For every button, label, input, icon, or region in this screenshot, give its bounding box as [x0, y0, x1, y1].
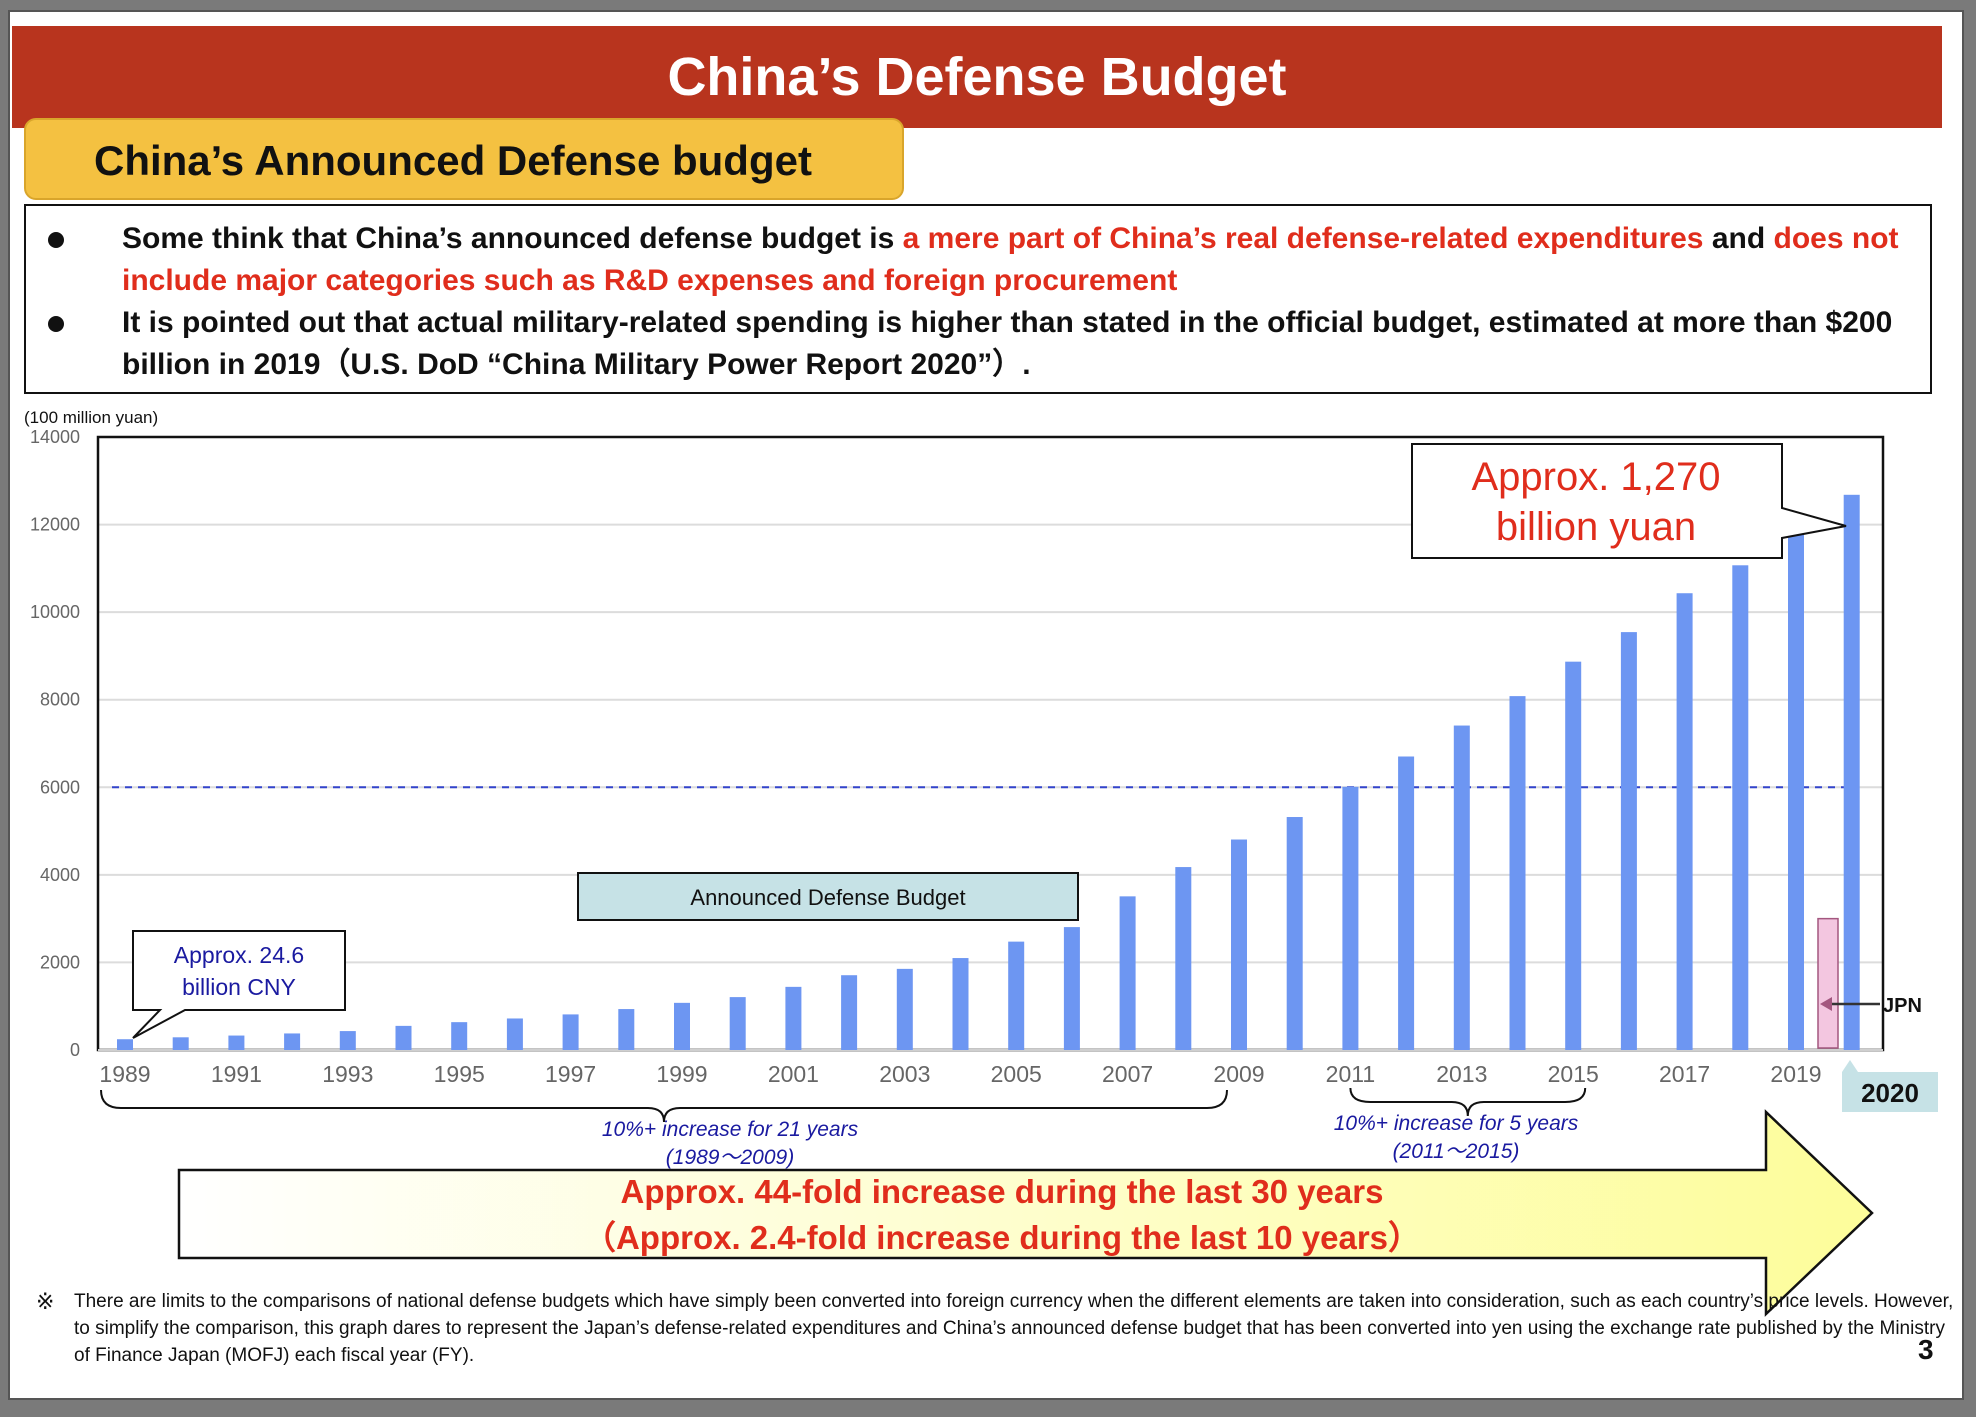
start-callout-line1: Approx. 24.6	[174, 942, 304, 968]
x-tick-label: 2017	[1659, 1061, 1710, 1087]
x-tick-label: 2005	[991, 1061, 1042, 1087]
bar-2016	[1620, 632, 1637, 1050]
bullet-item-1: Some think that China’s announced defens…	[48, 218, 1910, 302]
bar-2005	[1008, 941, 1025, 1050]
bar-1997	[562, 1014, 579, 1050]
end-callout-line2: billion yuan	[1496, 505, 1696, 549]
bar-2010	[1286, 817, 1303, 1050]
bullet-dot-icon	[48, 232, 64, 248]
bar-2013	[1453, 725, 1470, 1050]
x-tick-label: 2009	[1213, 1061, 1264, 1087]
japan-bar	[1817, 917, 1839, 1049]
y-tick-label: 8000	[40, 690, 80, 710]
bar-2012	[1398, 756, 1415, 1050]
bullet-item-2: It is pointed out that actual military-r…	[48, 302, 1910, 386]
start-callout-box	[132, 930, 346, 1039]
start-callout-line2: billion CNY	[182, 974, 296, 1000]
y-axis-unit-label: (100 million yuan)	[24, 408, 159, 427]
x-tick-label: 1991	[211, 1061, 262, 1087]
bar-1994	[395, 1025, 412, 1050]
legend-box	[577, 872, 1079, 921]
section-subtitle: China’s Announced Defense budget	[24, 118, 904, 200]
bar-2006	[1063, 927, 1080, 1050]
bar-2019	[1788, 528, 1804, 1050]
bar-2002	[841, 975, 858, 1050]
bar-2014	[1509, 696, 1526, 1050]
bar-1999	[674, 1002, 690, 1050]
y-tick-label: 12000	[30, 515, 80, 535]
brace-2011-2015	[1349, 1087, 1587, 1117]
bar-1992	[284, 1033, 301, 1050]
x-tick-label: 2007	[1102, 1061, 1153, 1087]
japan-label: JPN	[1883, 995, 1922, 1017]
bullet-dot-icon	[48, 316, 64, 332]
bar-1998	[618, 1009, 635, 1050]
brace-2-line1: 10%+ increase for 5 years	[1334, 1112, 1579, 1135]
y-tick-label: 10000	[30, 602, 80, 622]
bar-2018	[1732, 565, 1749, 1050]
bar-2003	[896, 968, 913, 1050]
x-tick-label: 1995	[434, 1061, 485, 1087]
brace-2-line2: (2011～2015)	[1393, 1140, 1520, 1163]
bullet-part: Some think that China’s announced defens…	[122, 222, 903, 255]
x-tick-label: 1999	[656, 1061, 707, 1087]
y-tick-label: 6000	[40, 777, 80, 797]
y-tick-label: 14000	[30, 427, 80, 447]
bar-1995	[451, 1022, 468, 1050]
bar-2009	[1231, 839, 1247, 1050]
bar-1989	[117, 1039, 133, 1050]
bar-1996	[506, 1018, 523, 1050]
end-callout-line1: Approx. 1,270	[1471, 455, 1720, 499]
x-tick-label: 2003	[879, 1061, 930, 1087]
y-tick-label: 2000	[40, 952, 80, 972]
bullet-part-highlight: a mere part of China’s real defense-rela…	[902, 222, 1704, 255]
bar-2011	[1342, 786, 1359, 1050]
growth-arrow	[177, 1109, 1874, 1317]
page-title: China’s Defense Budget	[12, 26, 1942, 128]
x-tick-label: 1989	[99, 1061, 150, 1087]
year-2020-box-tail	[1842, 1060, 1858, 1072]
end-callout-box	[1411, 443, 1847, 559]
brace-1989-2009	[100, 1089, 1228, 1123]
bar-2007	[1119, 896, 1136, 1050]
bar-2004	[952, 958, 969, 1050]
bar-2015	[1565, 661, 1582, 1050]
bullet-part: and	[1703, 222, 1774, 255]
x-tick-label: 1993	[322, 1061, 373, 1087]
bar-1991	[228, 1035, 245, 1050]
y-tick-label: 0	[70, 1040, 80, 1060]
bar-2008	[1175, 867, 1192, 1050]
bar-2017	[1676, 593, 1693, 1050]
year-2020-box	[1842, 1072, 1938, 1112]
x-tick-label: 2015	[1548, 1061, 1599, 1087]
bullet-part-highlight: does not include major categories such a…	[122, 222, 1899, 297]
x-tick-label: 2011	[1326, 1061, 1375, 1087]
slide	[8, 10, 1964, 1400]
bar-2000	[729, 997, 746, 1050]
bullet-box: Some think that China’s announced defens…	[24, 204, 1932, 394]
x-tick-label: 1997	[545, 1061, 596, 1087]
arrow-text-line2: （Approx. 2.4-fold increase during the la…	[583, 1219, 1421, 1256]
y-tick-label: 4000	[40, 865, 80, 885]
x-tick-label: 2001	[768, 1061, 819, 1087]
arrow-text-line1: Approx. 44-fold increase during the last…	[621, 1173, 1384, 1210]
x-tick-label: 2019	[1770, 1061, 1821, 1087]
bar-1993	[339, 1031, 356, 1050]
japan-pointer-arrowhead	[1820, 997, 1832, 1011]
footnote-text: There are limits to the comparisons of n…	[74, 1291, 1954, 1366]
footnote-mark: ※	[36, 1289, 55, 1314]
page-number: 3	[1918, 1334, 1934, 1365]
brace-1-line1: 10%+ increase for 21 years	[602, 1118, 859, 1141]
bar-2001	[785, 986, 802, 1050]
legend-label: Announced Defense Budget	[690, 885, 965, 910]
brace-1-line2: (1989～2009)	[666, 1146, 794, 1169]
bar-1990	[172, 1037, 189, 1050]
bar-2020	[1843, 494, 1860, 1051]
x-tick-label: 2013	[1436, 1061, 1487, 1087]
bullet-part: It is pointed out that actual military-r…	[122, 306, 1893, 381]
year-2020-label: 2020	[1861, 1078, 1919, 1108]
